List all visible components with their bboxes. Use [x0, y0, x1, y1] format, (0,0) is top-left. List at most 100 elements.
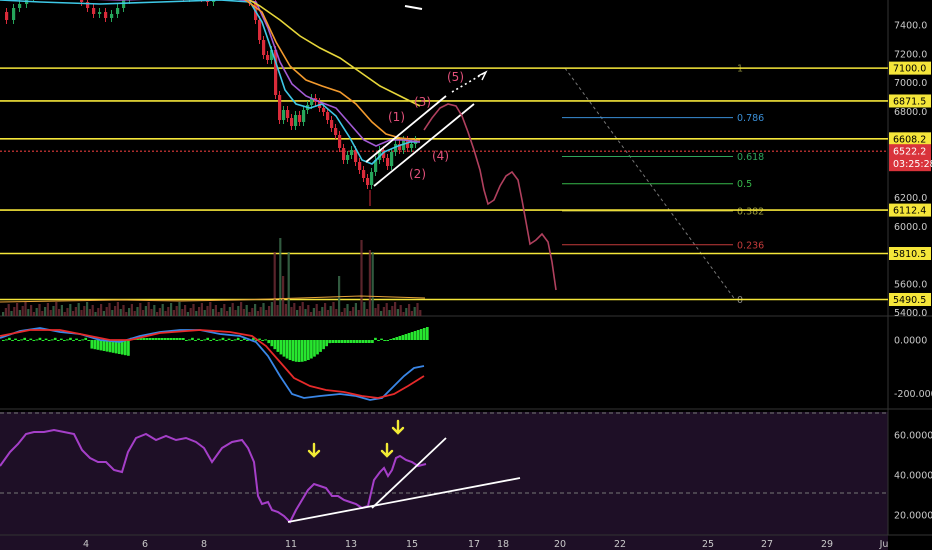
candle-body — [322, 108, 326, 112]
rsi-trendline-upper — [371, 437, 447, 509]
volume-bar — [100, 304, 103, 316]
volume-bar — [410, 311, 413, 316]
candle-body — [286, 110, 290, 118]
volume-bar — [226, 311, 229, 316]
volume-bar — [251, 308, 254, 316]
time-axis: 4 6 8 11 13 15 17 18 20 22 25 27 29 Ju — [83, 539, 888, 550]
macd-histogram-bar — [425, 327, 429, 340]
macd-signal-line — [0, 329, 425, 399]
macd-histogram-bar — [358, 340, 362, 343]
volume-bar — [296, 310, 299, 316]
candle-body — [326, 112, 330, 120]
macd-histogram-bar — [352, 340, 356, 343]
price-tick-label: 5600.0 — [894, 279, 927, 290]
volume-bar — [164, 311, 167, 316]
volume-bar — [310, 312, 313, 316]
channel-lower — [373, 103, 475, 187]
macd-histogram-bar — [221, 337, 225, 340]
ma-orange — [244, 0, 421, 141]
macd-histogram-bar — [325, 340, 328, 347]
macd-histogram-bar — [218, 339, 222, 341]
candle-body — [346, 155, 350, 160]
rsi-line — [0, 428, 427, 524]
macd-histogram-bar — [108, 340, 112, 353]
fib-level-label: 0 — [737, 295, 743, 306]
volume-bar — [209, 302, 212, 316]
macd-histogram-bar — [14, 338, 17, 340]
volume-bar — [245, 305, 248, 316]
volume-bar — [24, 302, 27, 316]
macd-histogram-bar — [322, 340, 325, 350]
volume-bar — [130, 304, 133, 316]
volume-bar — [228, 307, 231, 316]
macd-histogram-bar — [66, 339, 69, 341]
volume-bar — [175, 306, 178, 316]
macd-histogram-bar — [69, 337, 72, 340]
volume-bar — [128, 308, 131, 316]
level-tag-label: 6871.5 — [893, 96, 926, 107]
macd-histogram-bar — [328, 340, 332, 344]
volume-bar — [139, 303, 142, 316]
candle-body — [390, 152, 394, 166]
time-tick-label: 17 — [468, 539, 480, 550]
macd-histogram-bar — [331, 340, 335, 343]
volume-bar — [49, 310, 52, 316]
candle-body — [310, 98, 314, 105]
volume-bar — [122, 305, 125, 316]
macd-histogram-bar — [413, 331, 417, 340]
level-tag — [889, 94, 931, 108]
candle-body — [338, 135, 342, 148]
volume-bar — [27, 309, 30, 316]
volume-bar — [265, 310, 268, 316]
wave-label: (3) — [414, 95, 431, 109]
volume-bar — [366, 309, 369, 316]
macd-histogram-bar — [300, 340, 304, 362]
macd-histogram-bar — [343, 340, 347, 343]
volume-bar — [312, 308, 315, 316]
macd-histogram-bar — [175, 338, 179, 340]
volume-bar — [270, 302, 273, 316]
rsi-tick-label: 40.0000 — [894, 471, 932, 482]
volume-bar — [329, 306, 332, 316]
volume-bar — [102, 311, 105, 316]
macd-histogram-bar — [401, 335, 405, 340]
volume-bar — [116, 302, 119, 316]
volume-bar — [357, 310, 360, 316]
wave-label: (4) — [432, 149, 449, 163]
macd-histogram-bar — [99, 340, 103, 351]
volume-bar — [419, 310, 422, 316]
level-tag — [889, 292, 931, 306]
candle-body — [358, 162, 362, 170]
volume-bar — [259, 307, 262, 316]
price-tick-label: 6200.0 — [894, 193, 927, 204]
volume-bar — [396, 309, 399, 316]
level-tag-label: 6608.2 — [893, 134, 926, 145]
macd-tick-label: 0.0000 — [894, 336, 927, 347]
volume-bar — [352, 307, 355, 316]
macd-histogram-bar — [389, 339, 393, 340]
volume-bar — [142, 310, 145, 316]
volume-bar — [63, 312, 66, 316]
candle-body — [370, 172, 374, 185]
volume-bar — [360, 240, 363, 316]
rsi-tick-label: 60.0000 — [894, 431, 932, 442]
macd-histogram-bar — [383, 340, 386, 341]
time-tick-label: 27 — [761, 539, 773, 550]
volume-bar — [181, 309, 184, 316]
macd-histogram-bar — [32, 340, 36, 341]
macd-histogram-bar — [26, 340, 30, 341]
macd-histogram-bar — [8, 337, 11, 340]
macd-histogram-bar — [2, 340, 5, 341]
fib-level-label: 0.618 — [737, 152, 764, 163]
level-tag — [889, 61, 931, 75]
candle-body — [282, 110, 286, 120]
candle-body — [116, 8, 120, 14]
volume-bar — [10, 311, 13, 316]
volume-bar — [231, 303, 234, 316]
volume-bar — [158, 308, 161, 316]
macd-histogram-bar — [29, 338, 33, 340]
volume-bar — [147, 302, 150, 316]
ma-cyan — [0, 0, 420, 165]
volume-bar — [72, 311, 75, 316]
macd-histogram-bar — [392, 338, 396, 340]
